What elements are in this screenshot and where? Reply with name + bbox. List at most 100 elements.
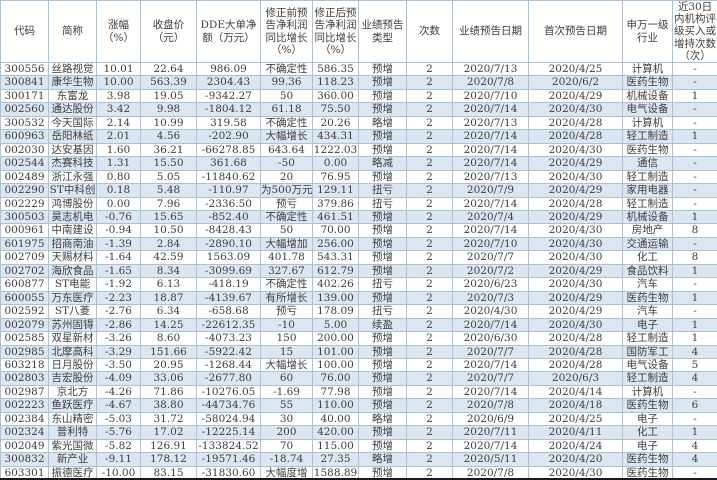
cell-name: 中南建设: [48, 223, 97, 238]
cell-forecast-date: 2020/7/8: [452, 398, 529, 413]
cell-name: 达安基因: [48, 142, 97, 158]
cell-industry: 电子: [622, 438, 673, 454]
table-row[interactable]: 300532 今天国际 2.14 10.99 319.58 不确定性 20.26 略增 2 202…: [0, 115, 717, 131]
cell-code: 002290: [0, 183, 49, 198]
table-row[interactable]: 002030 达安基因 1.60 36.21 -66278.85 643.64 1222.0…: [0, 142, 717, 158]
cell-pre-revision-growth: 有所增长: [260, 290, 313, 306]
cell-first-forecast-date: 2020/4/20: [528, 452, 623, 467]
cell-name: 昊志机电: [48, 209, 97, 225]
cell-forecast-date: 2020/7/4: [452, 209, 529, 225]
cell-industry: 交通运输: [622, 236, 673, 252]
table-row[interactable]: 002803 吉宏股份 -4.09 33.06 -2677.80 60 76.00 预增 2 20…: [0, 371, 717, 386]
cell-forecast-type: 扭亏: [358, 196, 407, 212]
table-row[interactable]: 002585 双星新材 -3.26 8.60 -4073.23 150 200.00 预增 2 2…: [0, 331, 717, 346]
cell-change-pct: -4.67: [96, 398, 141, 413]
cell-post-revision-growth: 101.00: [312, 344, 359, 360]
cell-pre-revision-growth: 50: [260, 88, 313, 104]
cell-pre-revision-growth: 大幅增长: [260, 357, 313, 373]
table-row[interactable]: 002544 杰赛科技 1.31 15.50 361.68 -50 0.00 略减 2 2020/…: [0, 156, 717, 171]
cell-dde-net: 1563.09: [196, 250, 261, 265]
table-row[interactable]: 002560 通达股份 3.42 9.98 -1804.12 61.18 75.50 预增 2 2…: [0, 102, 717, 117]
column-header-code: 代码: [0, 0, 49, 64]
cell-change-pct: -9.11: [96, 452, 141, 467]
table-row[interactable]: 002223 鱼跃医疗 -4.67 38.80 -44734.76 55 110.00 预增 2…: [0, 398, 717, 413]
table-row[interactable]: 002592 ST八菱 -2.76 6.34 -658.68 预亏 178.09 扭亏 2 202…: [0, 304, 717, 319]
cell-industry: 计算机: [622, 384, 673, 400]
cell-post-revision-growth: 76.00: [312, 371, 359, 386]
cell-change-pct: -4.26: [96, 384, 141, 400]
cell-close-price: 6.34: [140, 304, 197, 319]
table-row[interactable]: 300841 康华生物 10.00 563.39 2304.43 99.36 118.23 预…: [0, 75, 717, 90]
cell-industry: 家用电器: [622, 183, 673, 198]
table-row[interactable]: 002709 天赐材料 -1.64 42.59 1563.09 401.78 543.31 预…: [0, 250, 717, 265]
table-row[interactable]: 002489 浙江永强 0.80 5.05 -11840.62 20 76.95 预增 2 202…: [0, 169, 717, 185]
cell-dde-net: -11840.62: [196, 169, 261, 185]
cell-times: 2: [406, 290, 453, 306]
cell-forecast-date: 2020/7/14: [452, 384, 529, 400]
cell-dde-net: -2890.10: [196, 236, 261, 252]
table-row[interactable]: 600963 岳阳林纸 2.01 4.56 -202.90 大幅增长 434.31 预增 2 20…: [0, 129, 717, 144]
table-row[interactable]: 002079 苏州固锝 -2.86 14.25 -22612.35 -10 5.00 续盈 2 2…: [0, 317, 717, 333]
column-header-change-pct: 涨幅（%）: [96, 0, 141, 64]
table-row[interactable]: 603218 日月股份 -3.50 20.95 -1268.44 大幅增长 100.00 预增…: [0, 357, 717, 373]
cell-code: 002544: [0, 156, 49, 171]
cell-first-forecast-date: 2020/4/29: [528, 88, 623, 104]
cell-dde-net: 319.58: [196, 115, 261, 131]
table-row[interactable]: 300503 昊志机电 -0.76 15.65 -852.40 不确定性 461.51 预增 2…: [0, 209, 717, 225]
cell-forecast-date: 2020/7/10: [452, 88, 529, 104]
cell-name: 振德医疗: [48, 465, 97, 478]
table-row[interactable]: 601975 招商南油 -1.39 2.84 -2890.10 大幅增加 256.00 预增 2…: [0, 236, 717, 252]
cell-industry: 医药生物: [622, 75, 673, 90]
cell-industry: 化工: [622, 425, 673, 440]
table-row[interactable]: 600877 ST电能 -1.92 6.13 -418.19 不确定性 402.26 扭亏 2 2…: [0, 277, 717, 292]
table-row[interactable]: 002702 海欣食品 -1.65 8.34 -3099.69 327.67 612.79 预…: [0, 263, 717, 279]
table-row[interactable]: 300171 东富龙 3.98 19.05 -9342.27 50 360.00 预增 2 202…: [0, 88, 717, 104]
cell-forecast-type: 预增: [358, 102, 407, 117]
cell-industry: 通信: [622, 156, 673, 171]
column-header-times: 次数: [406, 0, 453, 64]
cell-name: 通达股份: [48, 102, 97, 117]
cell-forecast-date: 2020/7/13: [452, 115, 529, 131]
table-row[interactable]: 603301 振德医疗 -10.00 83.15 -31830.60 大幅度增 1588.8…: [0, 465, 717, 478]
cell-name: 海欣食品: [48, 263, 97, 279]
cell-forecast-date: 2020/7/9: [452, 183, 529, 198]
cell-change-pct: 2.01: [96, 129, 141, 144]
cell-dde-net: -3099.69: [196, 263, 261, 279]
cell-industry: 计算机: [622, 61, 673, 77]
cell-dde-net: -12225.14: [196, 425, 261, 440]
cell-buy-ratings-30d: -: [672, 102, 717, 117]
cell-post-revision-growth: 434.31: [312, 129, 359, 144]
cell-forecast-type: 预增: [358, 236, 407, 252]
cell-pre-revision-growth: 不确定性: [260, 61, 313, 77]
table-row[interactable]: 600055 万东医疗 -2.23 18.87 -4139.67 有所增长 139.00 预增…: [0, 290, 717, 306]
cell-times: 2: [406, 384, 453, 400]
table-row[interactable]: 002324 普利特 -5.76 17.02 -12225.14 200 420.00 预增 2…: [0, 425, 717, 440]
cell-name: 双星新材: [48, 331, 97, 346]
cell-forecast-date: 2020/7/7: [452, 371, 529, 386]
cell-forecast-type: 预增: [358, 384, 407, 400]
cell-post-revision-growth: 461.51: [312, 209, 359, 225]
cell-forecast-type: 预增: [358, 142, 407, 158]
cell-close-price: 18.87: [140, 290, 197, 306]
table-row[interactable]: 002229 鸿博股份 0.00 7.96 -2336.50 预亏 379.86 扭亏 2 202…: [0, 196, 717, 212]
cell-pre-revision-growth: 401.78: [260, 250, 313, 265]
table-row[interactable]: 300832 新产业 -9.11 178.12 -19571.46 -18.74 27.35…: [0, 452, 717, 467]
table-row[interactable]: 000961 中南建设 -0.94 10.50 -8428.43 50 70.00 预增 2 20…: [0, 223, 717, 238]
cell-close-price: 15.50: [140, 156, 197, 171]
cell-post-revision-growth: 70.00: [312, 223, 359, 238]
table-row[interactable]: 002290 ST中科创 0.18 5.48 -110.97 为500万元 129.11 扭亏…: [0, 183, 717, 198]
table-row[interactable]: 300556 丝路视觉 10.01 22.64 986.09 不确定性 586.35 预增 2 2…: [0, 61, 717, 77]
cell-buy-ratings-30d: 1: [672, 209, 717, 225]
cell-dde-net: -1268.44: [196, 357, 261, 373]
cell-close-price: 6.13: [140, 277, 197, 292]
table-row[interactable]: 002384 东山精密 -5.03 31.72 -58024.94 30 40.00 略增 2 2…: [0, 411, 717, 427]
cell-buy-ratings-30d: 8: [672, 223, 717, 238]
cell-post-revision-growth: 360.00: [312, 88, 359, 104]
cell-post-revision-growth: 178.09: [312, 304, 359, 319]
cell-name: 万东医疗: [48, 290, 97, 306]
table-row[interactable]: 002985 北摩高科 -3.29 151.66 -5922.42 15 101.00 预增 2…: [0, 344, 717, 360]
cell-first-forecast-date: 2020/4/28: [528, 344, 623, 360]
table-row[interactable]: 002049 紫光国微 -5.82 126.91 -133824.52 70 115.00 预…: [0, 438, 717, 454]
table-row[interactable]: 002987 京北方 -4.26 71.86 -10276.05 -1.69 77.98 预增…: [0, 384, 717, 400]
cell-industry: 轻工制造: [622, 196, 673, 212]
